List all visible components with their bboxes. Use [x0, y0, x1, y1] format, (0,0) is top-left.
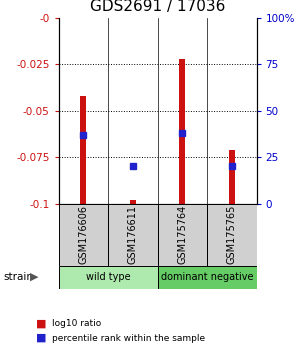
Bar	[158, 204, 207, 266]
Bar	[108, 204, 158, 266]
Text: ■: ■	[36, 319, 46, 329]
Text: GSM175765: GSM175765	[227, 205, 237, 264]
Bar	[58, 204, 108, 266]
Text: dominant negative: dominant negative	[161, 272, 253, 282]
Text: ▶: ▶	[30, 272, 39, 282]
Title: GDS2691 / 17036: GDS2691 / 17036	[90, 0, 225, 14]
Bar	[158, 266, 256, 289]
Text: strain: strain	[3, 272, 33, 282]
Bar	[229, 150, 235, 204]
Bar	[179, 58, 185, 204]
Bar	[130, 200, 136, 204]
Text: GSM175764: GSM175764	[177, 205, 187, 264]
Bar	[80, 96, 86, 204]
Text: GSM176606: GSM176606	[78, 205, 88, 264]
Text: ■: ■	[36, 333, 46, 343]
Bar	[58, 266, 158, 289]
Text: percentile rank within the sample: percentile rank within the sample	[52, 333, 206, 343]
Text: wild type: wild type	[86, 272, 130, 282]
Bar	[207, 204, 256, 266]
Text: GSM176611: GSM176611	[128, 205, 138, 264]
Text: log10 ratio: log10 ratio	[52, 319, 102, 329]
